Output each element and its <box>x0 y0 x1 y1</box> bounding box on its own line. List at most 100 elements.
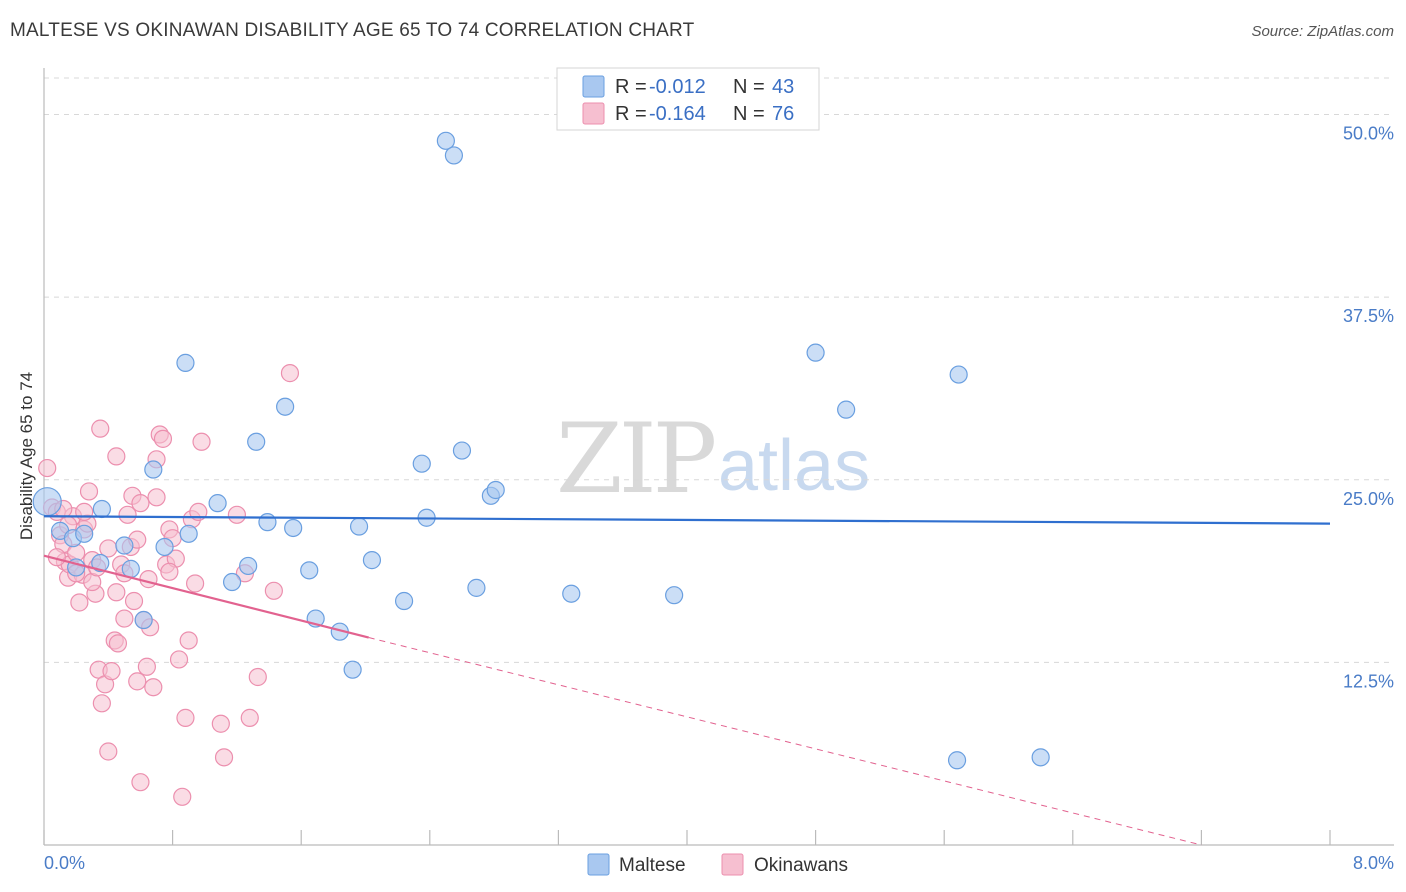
y-tick-label: 37.5% <box>1343 306 1394 326</box>
bottom-legend-maltese: Maltese <box>619 855 686 876</box>
maltese-series <box>32 131 1050 770</box>
maltese-point <box>239 556 258 576</box>
legend-okinawan-n-value: 76 <box>772 103 794 125</box>
bottom-legend-swatch-okinawans <box>721 853 744 876</box>
y-axis-label: Disability Age 65 to 74 <box>17 372 36 540</box>
okinawan-point <box>99 742 118 761</box>
okinawan-point <box>280 364 300 383</box>
okinawan-point <box>79 482 99 501</box>
okinawan-point <box>264 581 283 600</box>
legend-maltese-n-label: N = <box>733 76 765 98</box>
legend-okinawan-n-label: N = <box>733 103 765 125</box>
okinawan-point <box>128 672 147 691</box>
maltese-point <box>179 524 198 543</box>
okinawan-point <box>108 634 128 653</box>
x-axis-ticks <box>43 830 1331 845</box>
bottom-legend-swatch-maltese <box>587 853 610 876</box>
okinawan-point <box>115 609 134 628</box>
okinawan-point <box>92 694 111 713</box>
okinawan-point <box>227 505 246 524</box>
bottom-legend-okinawans: Okinawans <box>754 855 848 876</box>
okinawan-point <box>169 650 189 669</box>
maltese-point <box>467 578 486 597</box>
maltese-point <box>436 131 455 150</box>
maltese-point <box>452 441 472 460</box>
chart-title: MALTESE VS OKINAWAN DISABILITY AGE 65 TO… <box>10 20 695 41</box>
maltese-point <box>394 591 414 611</box>
maltese-point <box>949 365 968 384</box>
okinawan-point <box>107 447 126 466</box>
x-tick-label-min: 0.0% <box>44 853 85 873</box>
legend-okinawan-r-value: -0.164 <box>649 103 706 125</box>
maltese-point <box>258 513 277 532</box>
maltese-point <box>1031 748 1050 767</box>
maltese-point <box>349 517 369 536</box>
okinawan-trendline <box>43 554 369 639</box>
okinawan-point <box>118 505 137 524</box>
maltese-point <box>486 480 505 500</box>
maltese-point <box>412 454 431 473</box>
legend-swatch-okinawan <box>582 102 605 125</box>
maltese-point <box>115 536 134 555</box>
okinawan-point <box>192 432 211 451</box>
legend-maltese-n-value: 43 <box>772 76 794 98</box>
maltese-point <box>343 660 362 679</box>
maltese-point <box>837 400 856 419</box>
okinawan-point <box>70 593 89 612</box>
series-legend: Maltese Okinawans <box>587 853 848 876</box>
maltese-point <box>134 610 153 630</box>
okinawan-point <box>75 502 94 522</box>
y-tick-label: 50.0% <box>1343 124 1394 144</box>
trendlines <box>43 515 1331 846</box>
maltese-point <box>222 572 242 592</box>
okinawan-point <box>91 419 110 438</box>
okinawan-series <box>38 364 300 806</box>
okinawan-point <box>214 748 234 767</box>
maltese-point <box>284 518 303 538</box>
maltese-point <box>32 487 62 517</box>
y-tick-label: 12.5% <box>1343 671 1394 691</box>
maltese-point <box>300 561 319 580</box>
maltese-point <box>208 494 227 513</box>
legend-maltese-r-label: R = <box>615 76 647 98</box>
okinawan-point <box>139 570 158 589</box>
maltese-point <box>144 460 163 479</box>
maltese-point <box>444 146 464 165</box>
maltese-point <box>121 559 140 578</box>
maltese-point <box>247 432 266 451</box>
maltese-point <box>91 553 110 573</box>
okinawan-point <box>240 708 259 727</box>
okinawan-point <box>137 657 156 676</box>
x-tick-label-max: 8.0% <box>1353 853 1394 873</box>
okinawan-point <box>124 591 144 611</box>
maltese-trendline <box>43 515 1331 525</box>
maltese-point <box>665 586 684 605</box>
y-tick-label: 25.0% <box>1343 489 1394 509</box>
okinawan-point <box>179 631 198 650</box>
maltese-point <box>155 537 174 557</box>
maltese-point <box>947 751 967 770</box>
okinawan-trendline-extrapolated <box>368 637 1202 846</box>
maltese-point <box>92 499 111 519</box>
okinawan-point <box>144 678 163 697</box>
maltese-point <box>176 353 195 372</box>
watermark-atlas: atlas <box>718 426 870 506</box>
legend-swatch-maltese <box>582 75 605 98</box>
okinawan-point <box>248 667 267 687</box>
source-attribution: Source: ZipAtlas.com <box>1251 23 1394 40</box>
maltese-point <box>276 397 295 416</box>
legend-okinawan-r-label: R = <box>615 103 647 125</box>
okinawan-point <box>211 714 230 733</box>
okinawan-point <box>102 662 121 681</box>
okinawan-point <box>173 787 192 806</box>
legend-maltese-r-value: -0.012 <box>649 76 706 98</box>
okinawan-point <box>38 458 57 478</box>
maltese-point <box>562 584 581 603</box>
maltese-point <box>362 551 382 570</box>
okinawan-point <box>131 773 150 792</box>
correlation-legend: R = -0.012 N = 43 R = -0.164 N = 76 <box>556 67 820 131</box>
okinawan-point <box>131 494 150 513</box>
okinawan-point <box>153 429 173 448</box>
maltese-point <box>806 343 825 362</box>
